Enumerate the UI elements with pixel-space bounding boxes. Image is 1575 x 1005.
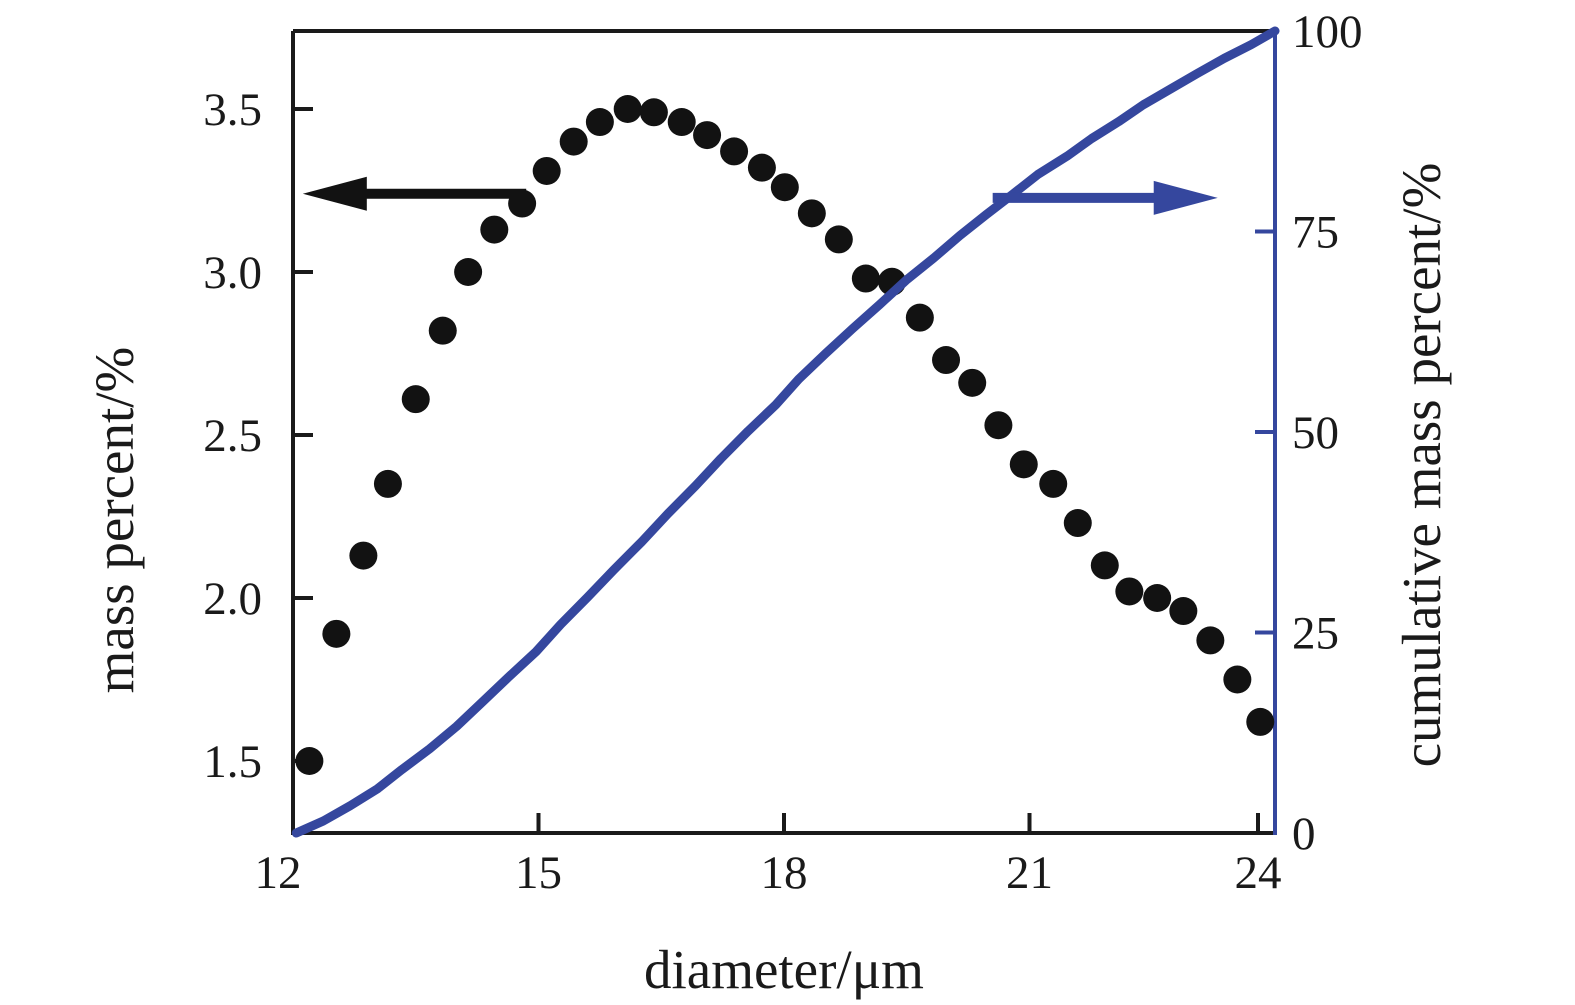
left-y-tick-label: 2.0 bbox=[203, 573, 262, 625]
scatter-point bbox=[1009, 450, 1038, 479]
left-y-tick-label: 3.5 bbox=[203, 84, 262, 136]
plot-area: 12 15 18 21 24 1.5 2.0 2.5 3.0 3.5 0 25 50 75 100 bbox=[203, 6, 1362, 899]
x-tick-label: 12 bbox=[255, 847, 302, 899]
scatter-point bbox=[349, 541, 378, 570]
scatter-point bbox=[1063, 509, 1092, 538]
scatter-point bbox=[1039, 469, 1068, 498]
left-y-tick-label: 2.5 bbox=[203, 410, 262, 462]
scatter-point bbox=[585, 108, 614, 137]
scatter-point bbox=[322, 619, 351, 648]
scatter-point bbox=[1090, 551, 1119, 580]
x-tick-label: 21 bbox=[1006, 847, 1053, 899]
scatter-point bbox=[720, 137, 749, 166]
scatter-point bbox=[559, 127, 588, 156]
left-y-axis-title: mass percent/% bbox=[84, 347, 145, 694]
left-y-tick-label: 1.5 bbox=[203, 736, 262, 788]
x-tick-label: 24 bbox=[1235, 847, 1282, 899]
scatter-point bbox=[797, 199, 826, 228]
scatter-point bbox=[984, 411, 1013, 440]
scatter-point bbox=[480, 215, 509, 244]
left-y-tick-label: 3.0 bbox=[203, 247, 262, 299]
scatter-point bbox=[428, 316, 457, 345]
scatter-point bbox=[824, 225, 853, 254]
x-axis-title: diameter/μm bbox=[644, 939, 924, 1000]
right-y-tick-label: 100 bbox=[1292, 6, 1363, 58]
x-tick-label: 15 bbox=[515, 847, 562, 899]
scatter-point bbox=[747, 153, 776, 182]
scatter-point bbox=[1115, 577, 1144, 606]
right-y-tick-label: 75 bbox=[1292, 207, 1339, 259]
scatter-point bbox=[932, 346, 961, 375]
scatter-point bbox=[851, 264, 880, 293]
scatter-point bbox=[532, 156, 561, 185]
scatter-point bbox=[613, 95, 642, 123]
scatter-point bbox=[401, 385, 430, 414]
x-tick-label: 18 bbox=[761, 847, 808, 899]
scatter-point bbox=[454, 258, 483, 286]
right-y-axis-title: cumulative mass percent/% bbox=[1391, 163, 1452, 768]
scatter-point bbox=[905, 303, 934, 332]
scatter-point bbox=[770, 173, 799, 202]
scatter-point bbox=[1169, 597, 1198, 626]
right-arrow-head bbox=[1153, 180, 1218, 215]
scatter-point bbox=[693, 121, 722, 150]
right-y-tick-label: 0 bbox=[1292, 808, 1316, 860]
scatter-point bbox=[1196, 626, 1225, 655]
right-y-tick-label: 25 bbox=[1292, 608, 1339, 660]
right-y-tick-label: 50 bbox=[1292, 407, 1339, 459]
cumulative-curve bbox=[291, 26, 1280, 838]
scatter-point bbox=[295, 747, 324, 775]
scatter-point bbox=[1223, 665, 1252, 694]
scatter-point bbox=[1246, 707, 1275, 736]
scatter-point bbox=[1143, 584, 1172, 612]
scatter-point bbox=[373, 469, 402, 498]
scatter-point bbox=[958, 368, 987, 397]
scatter-point bbox=[667, 108, 696, 137]
scatter-point bbox=[639, 98, 668, 127]
left-arrow-head bbox=[302, 176, 367, 211]
